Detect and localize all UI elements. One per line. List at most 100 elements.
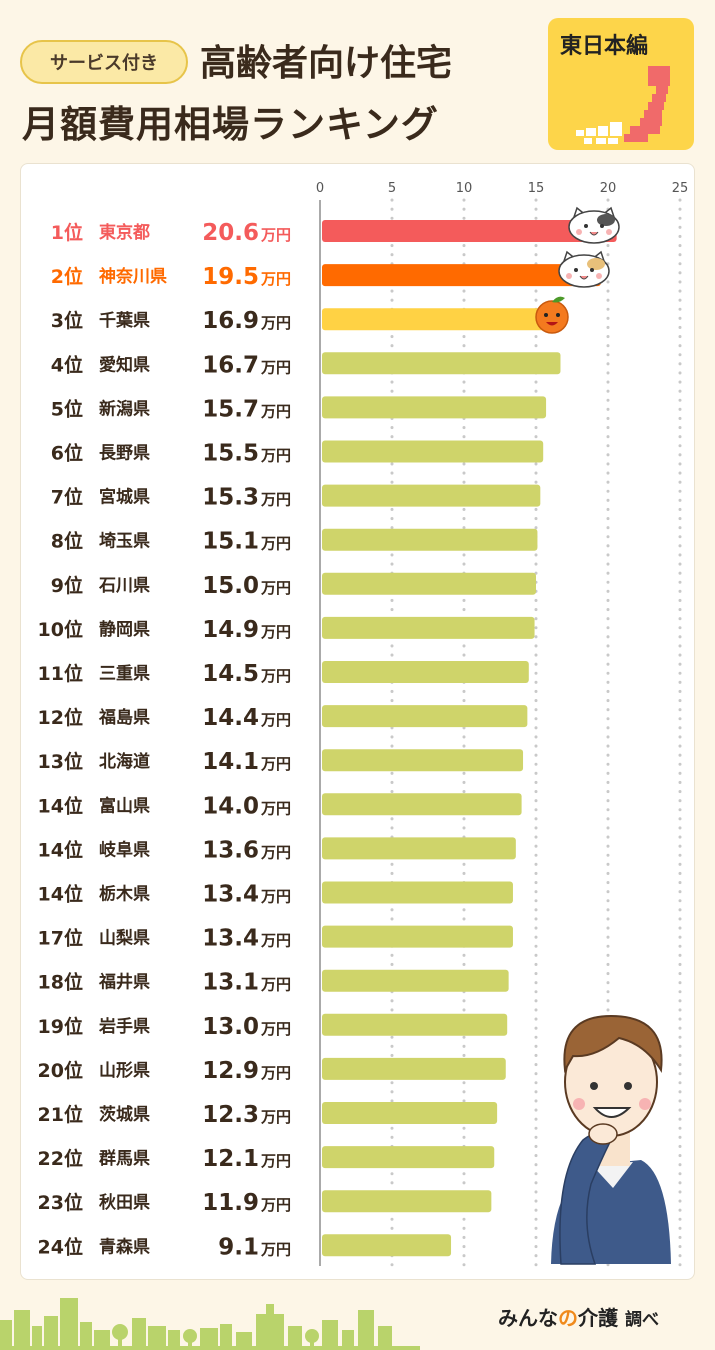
value-label: 12.9 (202, 1058, 259, 1084)
prefecture-name: 東京都 (99, 222, 150, 243)
unit-label: 万円 (260, 1240, 291, 1258)
unit-label: 万円 (260, 314, 291, 332)
thinking-man-illustration (551, 1014, 671, 1265)
rank-label: 18位 (38, 971, 83, 994)
rank-label: 2位 (51, 265, 83, 288)
rank-label: 14位 (38, 838, 83, 861)
bar (322, 705, 528, 728)
unit-label: 万円 (260, 976, 291, 994)
city-skyline-icon (0, 1298, 420, 1350)
tabby-cat-face-icon (558, 250, 610, 288)
prefecture-name: 岩手県 (98, 1016, 150, 1037)
prefecture-name: 静岡県 (99, 619, 150, 640)
rank-label: 1位 (51, 221, 83, 244)
bar (322, 925, 513, 948)
brand-note: 調べ (624, 1310, 659, 1330)
rank-label: 7位 (51, 486, 83, 509)
unit-label: 万円 (260, 799, 291, 817)
prefecture-name: 長野県 (99, 444, 150, 464)
prefecture-name: 岐阜県 (99, 839, 150, 860)
bar (322, 1057, 506, 1080)
service-tag: サービス付き (20, 40, 188, 84)
bar (322, 484, 541, 507)
prefecture-name: 埼玉県 (99, 531, 150, 552)
prefecture-name: 栃木県 (99, 884, 150, 905)
rank-label: 20位 (38, 1059, 83, 1082)
prefecture-name: 福井県 (98, 972, 150, 993)
unit-label: 万円 (260, 226, 291, 244)
value-label: 12.3 (202, 1102, 259, 1128)
rank-label: 6位 (51, 442, 83, 465)
prefecture-name: 秋田県 (99, 1192, 150, 1213)
bar (322, 440, 544, 463)
rank-label: 24位 (38, 1235, 83, 1258)
prefecture-name: 石川県 (98, 576, 150, 596)
bar (322, 528, 538, 551)
rank-label: 9位 (51, 574, 83, 597)
value-label: 15.7 (202, 396, 259, 422)
region-badge-label: 東日本編 (560, 34, 649, 59)
rank-label: 17位 (38, 927, 83, 950)
cat-face-icon (568, 206, 620, 244)
brand-name-part1: みんな (498, 1306, 558, 1330)
prefecture-name: 茨城県 (99, 1104, 150, 1125)
bar (322, 220, 617, 242)
bar (322, 1234, 452, 1257)
unit-label: 万円 (260, 711, 291, 729)
bar (322, 1013, 508, 1036)
prefecture-name: 北海道 (99, 751, 150, 772)
prefecture-name: 青森県 (99, 1236, 150, 1257)
unit-label: 万円 (260, 579, 291, 597)
x-tick-label: 20 (600, 181, 617, 196)
brand-name-no: の (558, 1306, 578, 1330)
region-badge: 東日本編 (548, 18, 694, 150)
bar (322, 1146, 495, 1169)
value-label: 11.9 (202, 1190, 259, 1216)
rank-label: 13位 (38, 750, 83, 773)
unit-label: 万円 (260, 270, 291, 288)
unit-label: 万円 (260, 667, 291, 685)
bar (322, 616, 535, 639)
value-label: 15.0 (202, 573, 259, 599)
x-tick-label: 5 (388, 181, 396, 196)
bar (322, 352, 561, 375)
prefecture-name: 山梨県 (99, 928, 150, 949)
unit-label: 万円 (260, 843, 291, 861)
unit-label: 万円 (260, 1064, 291, 1082)
unit-label: 万円 (260, 1108, 291, 1126)
bar (322, 793, 522, 816)
bar (322, 1102, 498, 1124)
bar (322, 396, 547, 419)
unit-label: 万円 (260, 535, 291, 553)
value-label: 14.9 (202, 617, 259, 643)
rank-label: 5位 (51, 397, 83, 420)
unit-label: 万円 (260, 1196, 291, 1214)
value-label: 16.9 (202, 308, 259, 334)
prefecture-name: 三重県 (99, 663, 150, 684)
unit-label: 万円 (260, 932, 291, 950)
prefecture-name: 宮城県 (99, 487, 150, 508)
rank-label: 4位 (51, 353, 83, 376)
rank-label: 21位 (38, 1103, 83, 1126)
prefecture-name: 富山県 (99, 795, 150, 816)
rank-label: 11位 (38, 662, 83, 685)
x-tick-label: 0 (316, 181, 324, 196)
unit-label: 万円 (260, 358, 291, 376)
value-label: 13.4 (202, 926, 259, 952)
unit-label: 万円 (260, 447, 291, 465)
value-label: 14.0 (202, 793, 259, 819)
mandarin-orange-icon (535, 296, 569, 334)
value-label: 19.5 (202, 264, 259, 290)
x-tick-label: 15 (528, 181, 545, 196)
value-label: 12.1 (202, 1146, 259, 1172)
bar (322, 661, 529, 683)
rank-label: 22位 (38, 1147, 83, 1170)
prefecture-name: 福島県 (98, 707, 150, 728)
rank-label: 12位 (38, 706, 83, 729)
value-label: 14.1 (202, 749, 259, 775)
japan-map-icon (576, 66, 670, 144)
unit-label: 万円 (260, 755, 291, 773)
bar (322, 308, 564, 331)
value-label: 14.5 (202, 661, 259, 687)
